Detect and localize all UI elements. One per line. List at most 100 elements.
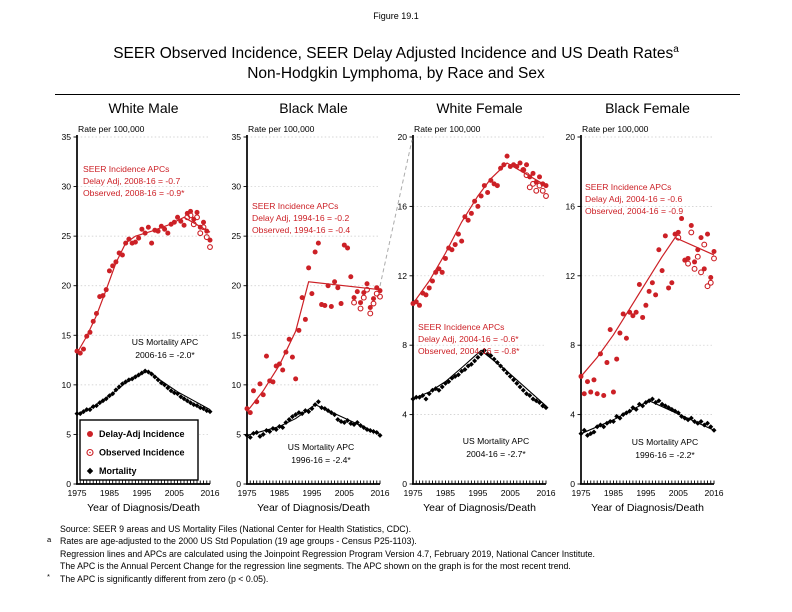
footnote-text: The APC is the Annual Percent Change for… [60,561,571,572]
svg-text:SEER Incidence APCs: SEER Incidence APCs [418,322,504,332]
x-tick-label: 1985 [270,488,289,498]
title-divider [55,94,740,95]
x-tick-label: 1985 [100,488,119,498]
y-tick-label: 16 [397,201,407,211]
axes: 0 4 8 12 16 20 1975 1985 1995 2005 2016 [397,132,555,498]
x-tick-label: 2005 [335,488,354,498]
svg-text:Delay Adj, 2008-16 = -0.7: Delay Adj, 2008-16 = -0.7 [83,176,180,186]
figure-label: Figure 19.1 [373,11,419,21]
legend-item-observed-incidence: Observed Incidence [86,448,185,458]
delay-adj-incidence-series [410,153,549,308]
footnote-marker-star: * [47,572,50,582]
x-tick-label: 1995 [636,488,655,498]
x-axis-label: Year of Diagnosis/Death [591,502,704,514]
x-tick-label: 2005 [669,488,688,498]
figure-title: SEER Observed Incidence, SEER Delay Adju… [0,40,792,84]
panel-chart-black-male: 0 5 10 15 20 25 30 35 1975 1985 1995 2005 2016 Rate p… [231,124,389,514]
x-tick-label: 1975 [571,488,590,498]
svg-text:US Mortality APC: US Mortality APC [463,436,529,446]
footnote-apc-definition: The APC is the Annual Percent Change for… [60,560,770,572]
x-tick-label: 2005 [165,488,184,498]
trend-lines [412,162,547,407]
delay-adj-incidence-series [74,208,213,356]
gridlines [581,136,714,415]
svg-text:Delay Adj, 2004-16 = -0.6: Delay Adj, 2004-16 = -0.6 [585,194,682,204]
y-tick-label: 16 [565,201,575,211]
footnote-significance: * The APC is significantly different from… [47,572,770,585]
svg-text:2004-16 = -2.7*: 2004-16 = -2.7* [466,449,526,459]
y-tick-label: 0 [402,479,407,489]
delay-adj-incidence-series [578,216,717,399]
mortality-series [74,368,213,417]
svg-text:Delay Adj, 1994-16 = -0.2: Delay Adj, 1994-16 = -0.2 [252,213,349,223]
observed-incidence-series [184,212,213,250]
svg-text:Observed, 2004-16 = -0.8*: Observed, 2004-16 = -0.8* [418,346,520,356]
axes: 0 5 10 15 20 25 30 35 1975 1985 1995 2005 2016 [231,132,389,498]
footnote-text: Source: SEER 9 areas and US Mortality Fi… [60,524,412,534]
x-tick-label: 1975 [67,488,86,498]
panel-title-white-female: White Female [436,100,523,116]
panel-title-white-male: White Male [108,100,179,116]
svg-text:US Mortality APC: US Mortality APC [132,337,198,347]
x-tick-label: 1985 [436,488,455,498]
y-axis-label: Rate per 100,000 [248,124,315,134]
filled-circle-icon [87,431,93,437]
svg-text:Observed, 2004-16 = -0.9: Observed, 2004-16 = -0.9 [585,206,683,216]
legend-label: Observed Incidence [99,448,185,458]
legend: Delay-Adj Incidence Observed Incidence Mor… [79,419,199,481]
x-tick-label: 1975 [403,488,422,498]
svg-text:2006-16 = -2.0*: 2006-16 = -2.0* [135,350,195,360]
x-tick-label: 1975 [237,488,256,498]
figure-title-line1: SEER Observed Incidence, SEER Delay Adju… [113,45,674,63]
y-tick-label: 20 [397,132,407,142]
panel-chart-white-female: 0 4 8 12 16 20 1975 1985 1995 2005 2016 Rate per 10… [397,124,555,514]
legend-label: Mortality [99,466,137,476]
footnote-text: Rates are age-adjusted to the 2000 US St… [60,536,417,547]
y-axis-label: Rate per 100,000 [78,124,145,134]
y-tick-label: 15 [231,330,241,340]
svg-text:Observed, 2008-16 = -0.9*: Observed, 2008-16 = -0.9* [83,188,185,198]
footnote-marker-a: a [47,534,52,544]
y-tick-label: 0 [236,479,241,489]
y-tick-label: 4 [402,410,407,420]
y-tick-label: 12 [397,271,407,281]
y-tick-label: 10 [61,380,71,390]
svg-text:1996-16 = -2.4*: 1996-16 = -2.4* [291,455,351,465]
incidence-apc-note: SEER Incidence APCs Delay Adj, 2004-16 = … [585,182,683,216]
x-tick-label: 1995 [302,488,321,498]
y-tick-label: 35 [231,132,241,142]
panel-title-black-male: Black Male [279,100,348,116]
svg-text:US Mortality APC: US Mortality APC [632,437,698,447]
y-tick-label: 30 [61,182,71,192]
mortality-apc-note: US Mortality APC 2004-16 = -2.7* [463,436,529,459]
x-tick-label: 1995 [132,488,151,498]
x-tick-label: 2016 [200,488,219,498]
mortality-apc-note: US Mortality APC 2006-16 = -2.0* [132,337,198,360]
figure-title-line2: Non-Hodgkin Lymphoma, by Race and Sex [247,65,545,83]
incidence-apc-note: SEER Incidence APCs Delay Adj, 1994-16 = … [252,201,350,235]
y-tick-label: 30 [231,182,241,192]
legend-label: Delay-Adj Incidence [99,429,185,439]
y-tick-label: 8 [402,340,407,350]
y-tick-label: 4 [570,410,575,420]
y-tick-label: 25 [61,231,71,241]
mortality-series [578,396,717,438]
footnote-source: Source: SEER 9 areas and US Mortality Fi… [60,523,770,535]
x-tick-label: 2016 [704,488,723,498]
y-tick-label: 8 [570,340,575,350]
title-superscript-a: a [673,44,679,55]
svg-text:SEER Incidence APCs: SEER Incidence APCs [83,164,169,174]
y-axis-label: Rate per 100,000 [582,124,649,134]
x-tick-label: 1985 [604,488,623,498]
y-tick-label: 5 [236,429,241,439]
y-tick-label: 12 [565,271,575,281]
footnote-joinpoint: Regression lines and APCs are calculated… [60,548,770,560]
axes: 0 5 10 15 20 25 30 35 1975 1985 1995 2005 2016 [61,132,219,498]
delay-adj-incidence-series [244,240,383,416]
y-tick-label: 25 [231,231,241,241]
incidence-apc-note: SEER Incidence APCs Delay Adj, 2008-16 = … [83,164,185,198]
panel-chart-black-female: 0 4 8 12 16 20 1975 1985 1995 2005 2016 Rate per 10… [565,124,723,514]
observed-incidence-series [520,167,549,199]
y-axis-label: Rate per 100,000 [414,124,481,134]
